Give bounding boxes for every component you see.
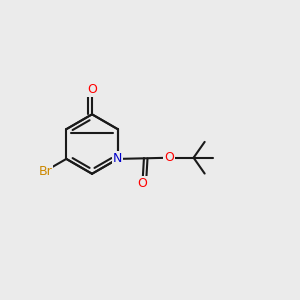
Text: O: O bbox=[87, 83, 97, 97]
Text: O: O bbox=[164, 151, 174, 164]
Text: Br: Br bbox=[38, 165, 52, 178]
Text: N: N bbox=[113, 152, 122, 165]
Text: O: O bbox=[137, 177, 147, 190]
